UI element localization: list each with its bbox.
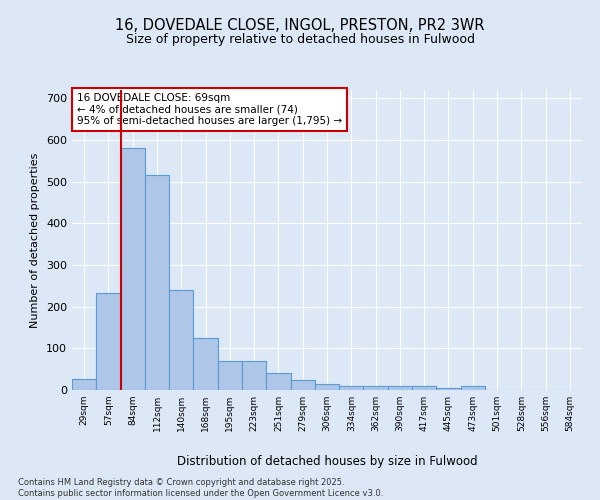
Text: Size of property relative to detached houses in Fulwood: Size of property relative to detached ho… (125, 32, 475, 46)
Bar (364, 386, 388, 390)
Bar (388, 386, 412, 390)
Bar (145, 176, 169, 390)
Bar (461, 386, 485, 390)
Bar (436, 388, 461, 390)
Bar (315, 384, 339, 390)
Bar (339, 386, 364, 390)
Text: 16, DOVEDALE CLOSE, INGOL, PRESTON, PR2 3WR: 16, DOVEDALE CLOSE, INGOL, PRESTON, PR2 … (115, 18, 485, 32)
Bar (412, 386, 436, 390)
Bar (193, 338, 218, 390)
Bar (290, 380, 315, 390)
Bar (218, 361, 242, 390)
Text: Distribution of detached houses by size in Fulwood: Distribution of detached houses by size … (176, 454, 478, 468)
Bar (266, 372, 290, 390)
Y-axis label: Number of detached properties: Number of detached properties (31, 152, 40, 328)
Bar (96, 292, 121, 390)
Bar (242, 361, 266, 390)
Bar (169, 290, 193, 390)
Bar (72, 379, 96, 390)
Text: Contains HM Land Registry data © Crown copyright and database right 2025.
Contai: Contains HM Land Registry data © Crown c… (18, 478, 383, 498)
Bar (121, 148, 145, 390)
Text: 16 DOVEDALE CLOSE: 69sqm
← 4% of detached houses are smaller (74)
95% of semi-de: 16 DOVEDALE CLOSE: 69sqm ← 4% of detache… (77, 93, 342, 126)
